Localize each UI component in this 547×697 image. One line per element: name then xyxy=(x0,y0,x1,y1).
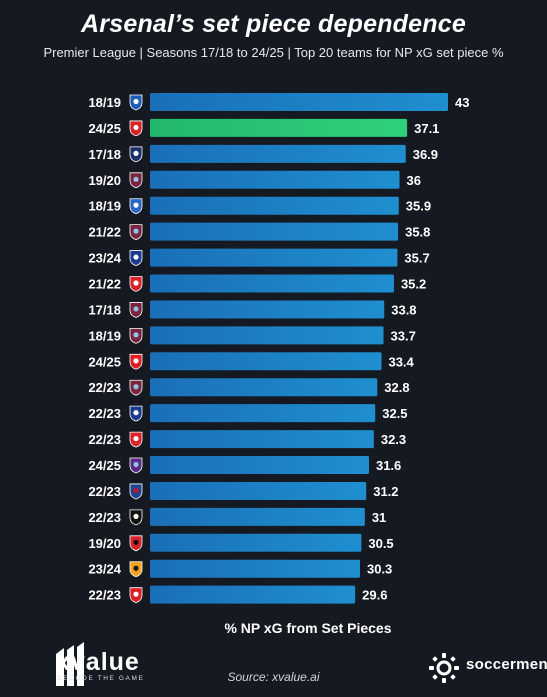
soccerment-logo-icon xyxy=(429,653,459,683)
source-note: Source: xvalue.ai xyxy=(227,670,320,684)
season-label: 17/18 xyxy=(88,147,121,162)
brentford-crest-icon xyxy=(129,276,143,292)
bar xyxy=(150,481,367,500)
season-label: 17/18 xyxy=(88,302,121,317)
bournemouth-crest-icon xyxy=(129,535,143,552)
value-label: 30.5 xyxy=(368,536,393,551)
value-label: 33.4 xyxy=(388,354,414,369)
bar xyxy=(150,144,406,163)
burnley-crest-icon xyxy=(129,172,143,189)
xvalue-logo-icon xyxy=(56,642,84,686)
bar xyxy=(150,274,394,293)
bar xyxy=(150,248,398,267)
season-label: 22/23 xyxy=(88,406,121,421)
west-ham-crest-icon xyxy=(129,379,143,396)
aston-villa-crest-icon xyxy=(129,457,143,474)
bar xyxy=(150,585,356,604)
bar xyxy=(150,559,360,578)
bar-highlight xyxy=(150,118,408,137)
bar xyxy=(150,222,399,241)
value-label: 35.9 xyxy=(406,199,431,214)
season-label: 22/23 xyxy=(88,588,121,603)
everton-crest-icon xyxy=(129,250,143,267)
season-label: 23/24 xyxy=(88,251,121,266)
value-label: 32.3 xyxy=(381,432,406,447)
season-label: 22/23 xyxy=(88,380,121,395)
season-label: 18/19 xyxy=(88,328,121,343)
value-label: 31.2 xyxy=(373,484,398,499)
season-label: 24/25 xyxy=(88,458,121,473)
chart-subtitle: Premier League | Seasons 17/18 to 24/25 … xyxy=(43,45,504,60)
chart-title: Arsenal’s set piece dependence xyxy=(81,10,466,38)
season-label: 19/20 xyxy=(88,536,121,551)
bar xyxy=(150,378,378,397)
bar xyxy=(150,456,369,475)
west-brom-crest-icon xyxy=(129,146,143,163)
bar xyxy=(150,430,374,449)
bar xyxy=(150,507,365,526)
cardiff-crest-icon xyxy=(129,94,143,111)
brentford-crest-icon xyxy=(129,431,143,448)
season-label: 19/20 xyxy=(88,173,121,188)
season-label: 18/19 xyxy=(88,95,121,110)
season-label: 24/25 xyxy=(88,121,121,136)
value-label: 31 xyxy=(372,510,386,525)
burnley-crest-icon xyxy=(129,224,143,241)
value-label: 37.1 xyxy=(414,121,439,136)
nottingham-forest-crest-icon xyxy=(129,587,143,604)
value-label: 35.7 xyxy=(404,251,429,266)
bar xyxy=(150,196,399,215)
season-label: 22/23 xyxy=(88,510,121,525)
arsenal-crest-icon xyxy=(129,120,143,137)
crystal-palace-crest-icon xyxy=(129,483,143,500)
season-label: 22/23 xyxy=(88,484,121,499)
x-axis-label: % NP xG from Set Pieces xyxy=(224,620,392,636)
season-label: 24/25 xyxy=(88,354,121,369)
value-label: 43 xyxy=(455,95,469,110)
season-label: 23/24 xyxy=(88,562,121,577)
value-label: 35.8 xyxy=(405,225,430,240)
value-label: 33.8 xyxy=(391,302,416,317)
wolves-crest-icon xyxy=(129,561,143,578)
value-label: 35.2 xyxy=(401,277,426,292)
season-label: 22/23 xyxy=(88,432,121,447)
everton-crest-icon xyxy=(129,405,143,422)
value-label: 32.8 xyxy=(384,380,409,395)
bar xyxy=(150,170,400,189)
season-label: 21/22 xyxy=(88,225,121,240)
burnley-crest-icon xyxy=(129,327,143,344)
bar xyxy=(150,93,448,111)
season-label: 21/22 xyxy=(88,277,121,292)
bar xyxy=(150,352,382,371)
bar xyxy=(150,404,376,423)
season-label: 18/19 xyxy=(88,199,121,214)
brighton-crest-icon xyxy=(129,198,143,215)
bar xyxy=(150,326,384,345)
xvalue-brand-name: xvalue xyxy=(56,648,140,676)
xvalue-tagline: DECODE THE GAME xyxy=(57,675,145,682)
value-label: 32.5 xyxy=(382,406,407,421)
value-label: 30.3 xyxy=(367,562,392,577)
value-label: 36 xyxy=(406,173,420,188)
value-label: 29.6 xyxy=(362,588,387,603)
value-label: 36.9 xyxy=(413,147,438,162)
newcastle-crest-icon xyxy=(129,509,143,526)
value-label: 31.6 xyxy=(376,458,401,473)
burnley-crest-icon xyxy=(129,302,143,318)
soccerment-brand-name: soccerment xyxy=(466,656,547,673)
bar xyxy=(150,300,385,319)
value-label: 33.7 xyxy=(391,328,416,343)
bar xyxy=(150,533,362,552)
nottingham-forest-crest-icon xyxy=(129,353,143,370)
